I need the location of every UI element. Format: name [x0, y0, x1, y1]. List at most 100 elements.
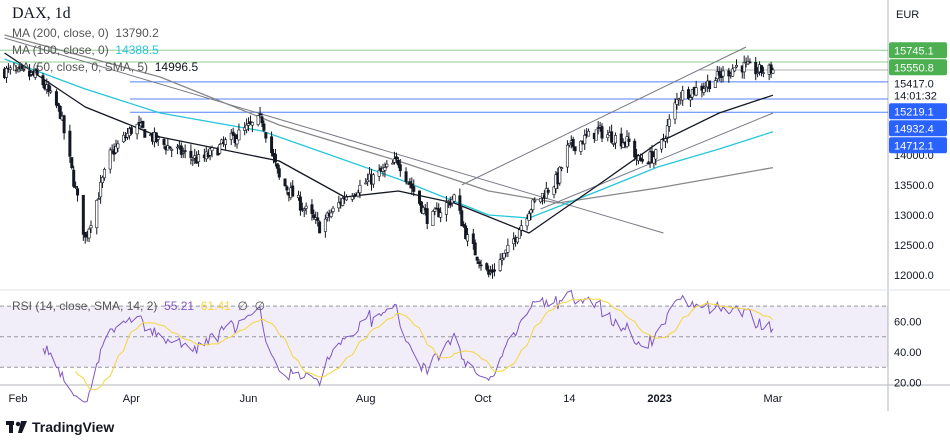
candle	[652, 151, 656, 168]
candle	[81, 194, 85, 241]
candle	[108, 147, 112, 174]
candle-body	[170, 148, 174, 151]
candle	[197, 150, 201, 167]
tradingview-logo[interactable]: TradingView	[6, 419, 114, 435]
candle-body	[258, 113, 262, 116]
candle-body	[358, 184, 362, 193]
candle	[102, 167, 106, 181]
candle-body	[47, 84, 51, 92]
candle	[761, 66, 765, 78]
candle-body	[500, 258, 504, 261]
candle-body	[58, 105, 62, 119]
rsi-tick-label: 40.00	[894, 347, 922, 359]
candle-body	[462, 224, 466, 227]
candle-body	[291, 185, 295, 197]
candle	[331, 206, 335, 214]
candle	[256, 114, 260, 127]
candle	[439, 207, 443, 223]
price-tick-label: 12000.0	[894, 270, 934, 282]
candle	[273, 149, 277, 167]
candle	[594, 129, 598, 141]
candle-body	[345, 196, 349, 201]
candle-body	[646, 162, 650, 165]
candle	[337, 195, 341, 213]
candle-body	[41, 75, 45, 86]
candle-body	[627, 138, 631, 142]
candle-body	[667, 118, 671, 127]
candle	[35, 65, 39, 76]
candle	[101, 175, 105, 188]
candle	[316, 212, 320, 227]
candle	[489, 265, 493, 276]
candle	[394, 152, 398, 164]
candle-body	[506, 245, 510, 253]
candle	[408, 177, 412, 189]
candle-body	[600, 126, 604, 139]
candle	[567, 142, 571, 148]
candle-body	[229, 132, 233, 140]
candle	[498, 253, 502, 272]
candle	[364, 178, 368, 185]
candle-body	[410, 183, 414, 189]
candle-body	[433, 208, 437, 212]
candle	[264, 131, 268, 143]
ma200-value: 13790.2	[115, 26, 159, 40]
candle-body	[179, 145, 183, 155]
candle-body	[231, 131, 235, 136]
candle	[519, 219, 523, 237]
candle-body	[489, 271, 493, 274]
legend-ma100: MA (100, close, 0) 14388.5	[12, 43, 159, 57]
candle-body	[396, 159, 400, 166]
candle-body	[72, 169, 76, 187]
candle-body	[260, 116, 264, 124]
candle-body	[189, 150, 193, 158]
candle	[310, 199, 314, 221]
candle	[529, 208, 533, 221]
candle-body	[302, 208, 306, 212]
candle-body	[734, 64, 738, 68]
candle-body	[721, 70, 725, 77]
candle-body	[754, 61, 758, 75]
candle-body	[477, 261, 481, 264]
candle-body	[154, 132, 158, 142]
candle	[485, 262, 489, 272]
candle	[492, 263, 496, 277]
candle-body	[285, 186, 289, 191]
candle	[54, 89, 58, 109]
candle	[247, 117, 251, 132]
candle	[87, 227, 91, 243]
candle-body	[116, 143, 120, 149]
candle	[660, 138, 664, 153]
tradingview-logo-icon	[6, 421, 27, 433]
candle	[517, 227, 521, 239]
candle	[471, 228, 475, 250]
candle	[600, 123, 604, 142]
candle	[356, 189, 360, 198]
candle	[285, 185, 289, 195]
candle-body	[108, 149, 112, 170]
candle-body	[87, 228, 91, 239]
candle	[99, 175, 103, 204]
candle-body	[694, 87, 698, 96]
candle	[345, 194, 349, 201]
rsi-line	[42, 289, 774, 403]
candle-body	[168, 146, 172, 149]
candle	[377, 164, 381, 182]
candle	[544, 181, 548, 199]
candle	[633, 138, 637, 161]
resistance-price-label-bg	[889, 59, 947, 76]
candle-body	[571, 139, 575, 148]
candle-body	[412, 186, 416, 192]
candle-body	[583, 135, 587, 145]
candle	[245, 118, 249, 134]
candle	[640, 153, 644, 164]
candle-body	[742, 62, 746, 73]
candle	[412, 179, 416, 197]
candle-body	[533, 200, 537, 202]
candle	[464, 222, 468, 240]
candle-body	[444, 202, 448, 215]
candle	[573, 146, 577, 155]
candle	[686, 86, 690, 100]
legend-rsi: RSI (14, close, SMA, 14, 2) 55.21 61.41 …	[12, 299, 266, 313]
